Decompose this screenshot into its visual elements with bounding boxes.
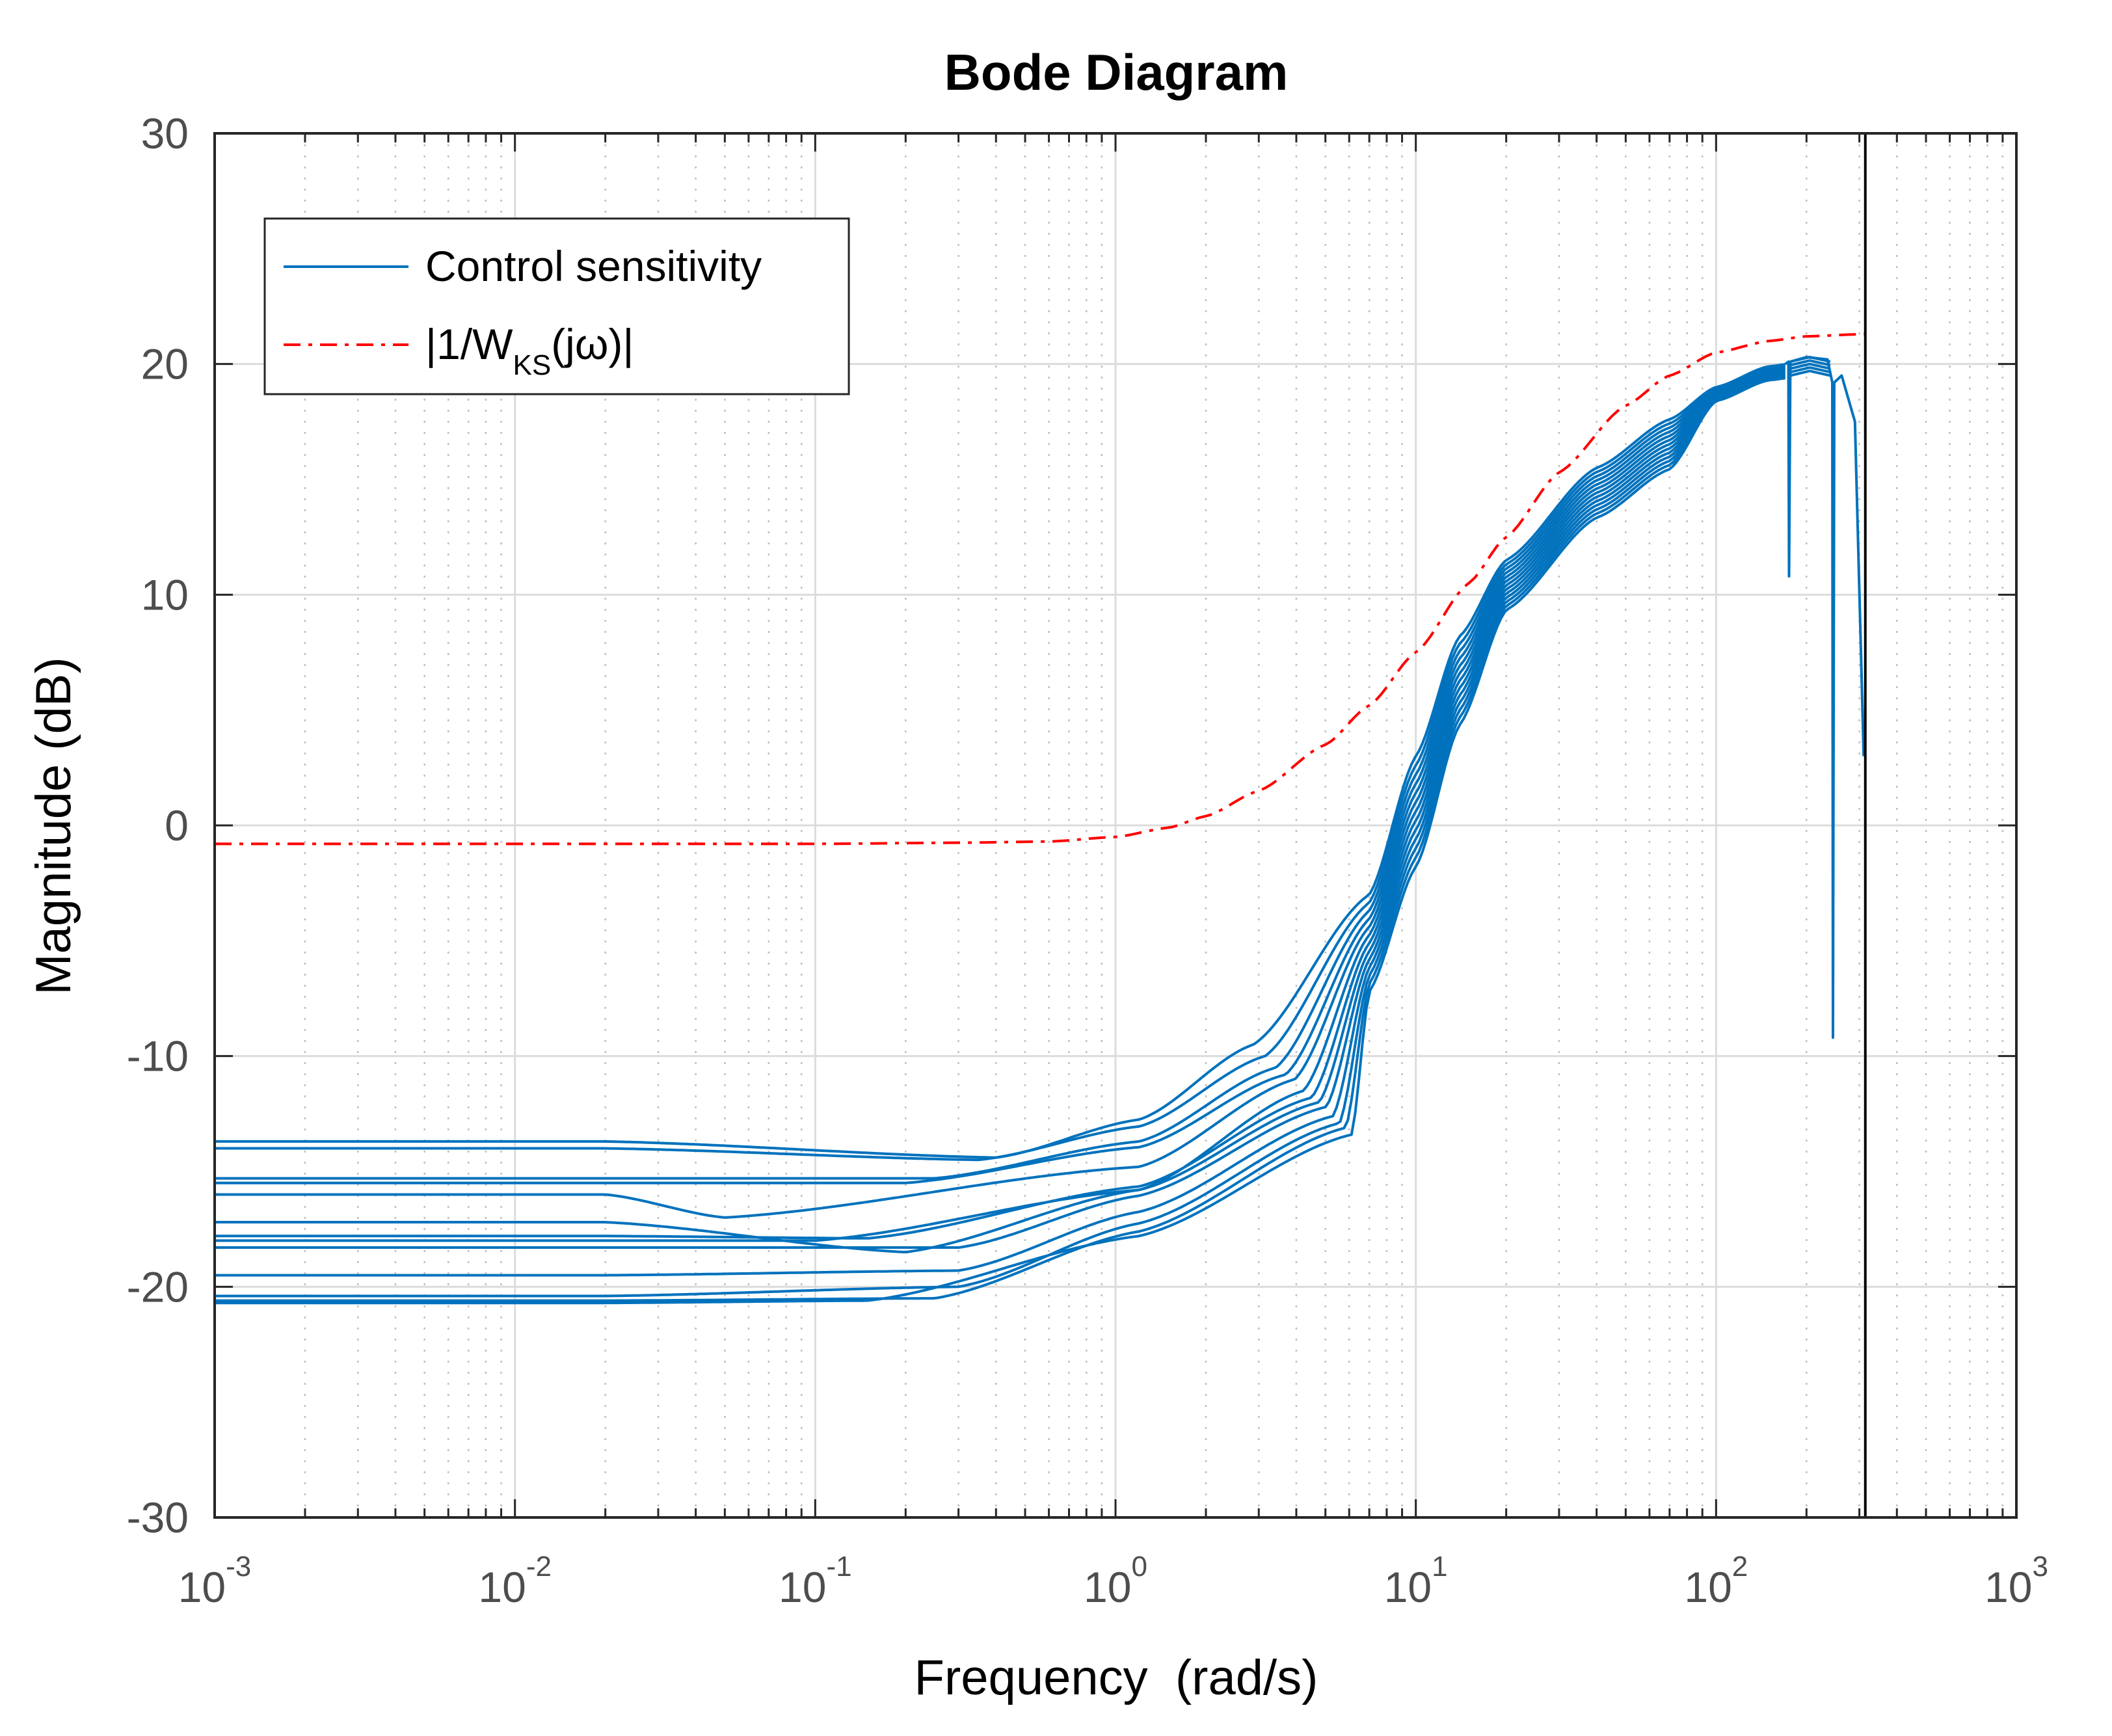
x-tick-exponent: -3 [226,1551,251,1582]
legend-label-weight: |1/WKS(jω)| [425,320,634,381]
sensitivity-curve [215,364,1785,1162]
y-tick-labels: 30 20 10 0 -10 -20 -30 [127,109,189,1542]
y-axis-label: Magnitude (dB) [26,657,81,995]
chart-title: Bode Diagram [944,44,1289,101]
x-tick-label: 103 [1985,1551,2048,1611]
x-tick-base: 10 [779,1563,826,1611]
y-tick-label: 20 [141,340,189,388]
y-tick-label: -10 [127,1032,189,1080]
y-tick-label: 10 [141,570,189,619]
sensitivity-peak-band [1787,366,1831,375]
sensitivity-peak-band [1787,369,1831,379]
sensitivity-curve [215,374,1785,1298]
x-tick-exponent: -2 [526,1551,552,1582]
x-tick-base: 10 [1384,1563,1432,1611]
x-tick-label: 10-3 [178,1551,252,1611]
legend-weight-sub: KS [513,349,551,381]
weight-curve [215,332,1865,846]
ticks [213,132,2018,1519]
x-tick-exponent: 0 [1131,1551,1147,1582]
legend-weight-post: (jω)| [551,320,634,368]
x-tick-exponent: -1 [826,1551,851,1582]
sensitivity-curve [215,371,1785,1242]
x-tick-base: 10 [1084,1563,1131,1611]
y-tick-label: -20 [127,1262,189,1311]
sensitivity-curve [215,373,1785,1277]
x-tick-base: 10 [1684,1563,1731,1611]
sensitivity-curve [215,367,1785,1219]
x-tick-base: 10 [178,1563,226,1611]
sensitivity-curve [215,377,1785,1305]
sensitivity-curve [215,375,1785,1302]
x-tick-label: 101 [1384,1551,1448,1611]
sensitivity-curve [215,369,1785,1253]
x-tick-label: 100 [1084,1551,1147,1611]
y-tick-label: 30 [141,109,189,157]
x-tick-exponent: 3 [2032,1551,2048,1582]
y-tick-label: 0 [165,801,189,849]
series-layer [215,133,1867,1517]
x-tick-label: 102 [1684,1551,1748,1611]
x-tick-label: 10-2 [478,1551,552,1611]
sensitivity-curve [215,366,1785,1184]
sensitivity-curve [215,372,1785,1249]
sensitivity-peak-band [1787,355,1831,365]
x-axis-label: Frequency (rad/s) [915,1650,1318,1705]
x-tick-base: 10 [1985,1563,2032,1611]
legend-box [263,217,850,395]
legend-label-sensitivity: Control sensitivity [425,242,762,290]
x-tick-exponent: 2 [1732,1551,1748,1582]
sensitivity-peak-band [1787,362,1831,372]
sensitivity-peak-band [1787,359,1831,368]
y-tick-label: -30 [127,1493,189,1542]
legend: Control sensitivity |1/WKS(jω)| [263,217,850,395]
x-tick-exponent: 1 [1432,1551,1447,1582]
sensitivity-curve [215,369,1785,1240]
x-tick-label: 10-1 [779,1551,852,1611]
x-tick-base: 10 [478,1563,526,1611]
legend-weight-pre: |1/W [425,320,513,368]
x-tick-labels: 10-3 10-2 10-1 100 101 102 103 [178,1551,2048,1611]
